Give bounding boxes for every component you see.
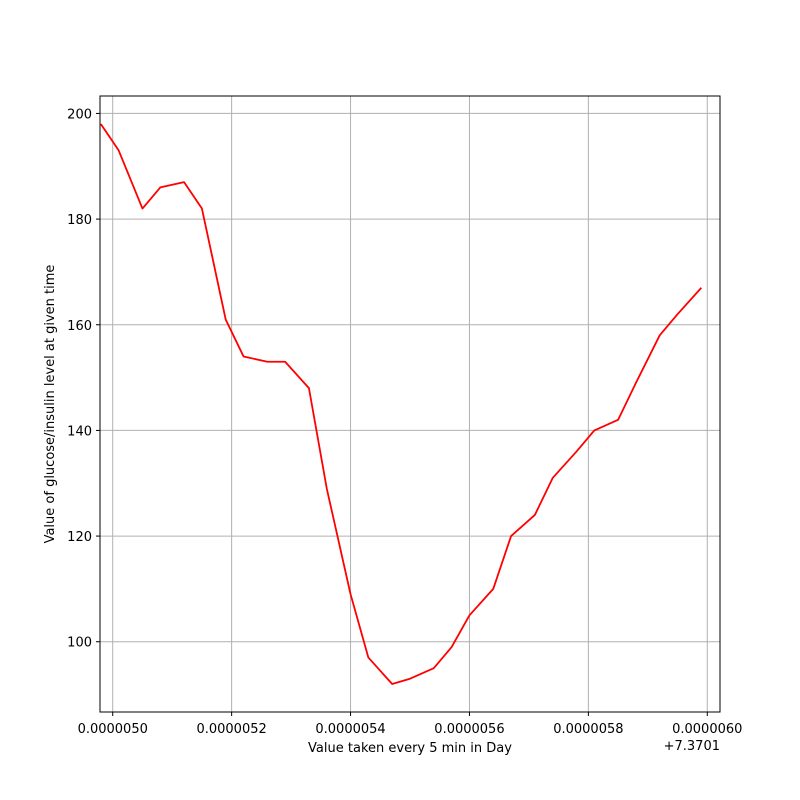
y-tick-label: 140	[67, 424, 92, 439]
x-tick-label: 0.0000060	[672, 722, 742, 737]
y-axis-ticks: 100 120 140 160 180 200	[67, 107, 100, 651]
plot-area-frame	[99, 95, 721, 713]
x-tick-label: 0.0000052	[196, 722, 266, 737]
x-axis-ticks: 0.0000050 0.0000052 0.0000054 0.0000056 0.00…	[78, 712, 742, 737]
y-tick-label: 200	[67, 107, 92, 122]
y-tick-label: 180	[67, 213, 92, 228]
x-axis-label: Value taken every 5 min in Day	[308, 741, 512, 756]
x-tick-label: 0.0000050	[78, 722, 148, 737]
x-tick-label: 0.0000056	[434, 722, 504, 737]
series-layer	[100, 123, 702, 685]
x-axis-offset-label: +7.3701	[664, 739, 720, 754]
y-axis-label: Value of glucose/insulin level at given …	[43, 265, 58, 544]
y-tick-label: 100	[67, 636, 92, 651]
series-line	[100, 123, 702, 685]
x-tick-label: 0.0000054	[315, 722, 385, 737]
y-tick-label: 120	[67, 530, 92, 545]
x-tick-label: 0.0000058	[553, 722, 623, 737]
y-tick-label: 160	[67, 319, 92, 334]
